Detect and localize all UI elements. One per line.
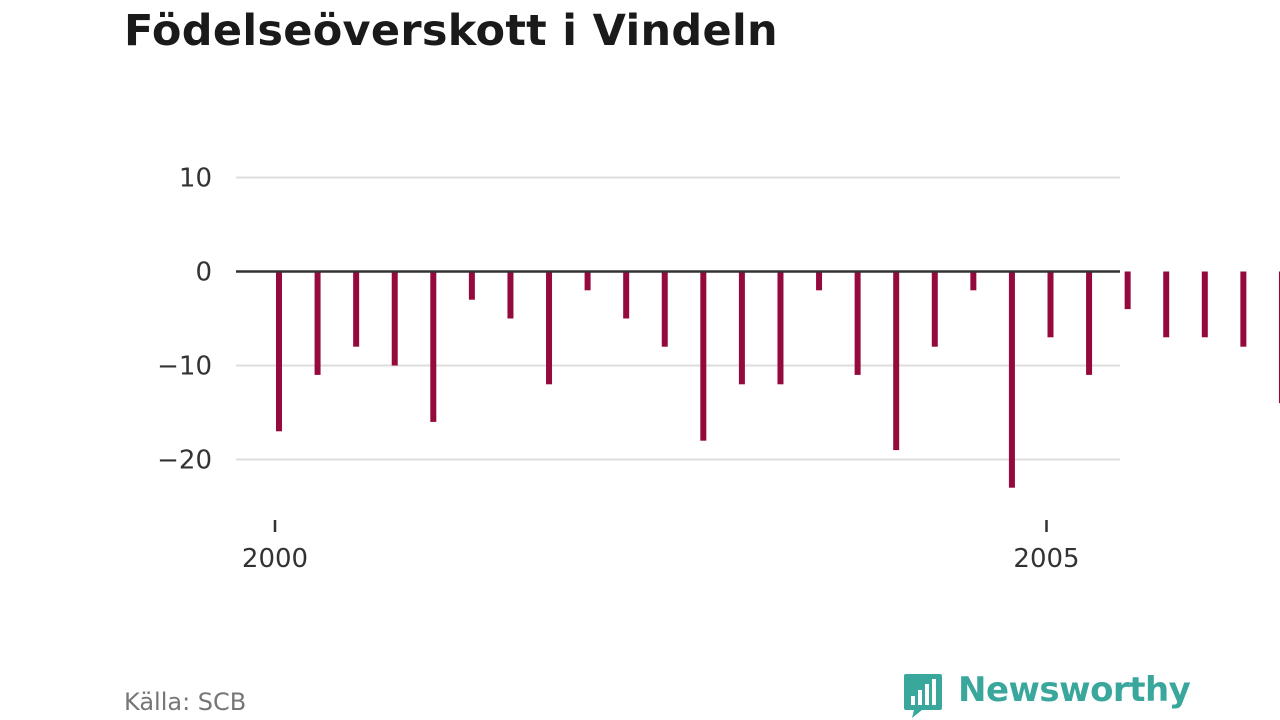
bar: [700, 271, 707, 441]
x-tick-label: 2005: [1013, 544, 1079, 574]
bar: [623, 271, 630, 319]
bar: [854, 271, 861, 375]
bar: [430, 271, 437, 422]
bar: [661, 271, 668, 347]
brand-name: Newsworthy: [958, 670, 1191, 710]
bar: [391, 271, 398, 366]
source-note: Källa: SCB: [124, 688, 247, 716]
bar: [468, 271, 475, 300]
bar: [507, 271, 514, 319]
y-tick-label: 10: [179, 164, 212, 194]
bar: [1201, 271, 1208, 338]
bar: [584, 271, 591, 291]
bar: [353, 271, 360, 347]
bar: [816, 271, 823, 291]
y-tick-label: 0: [195, 258, 212, 288]
bar: [738, 271, 745, 385]
bar: [1008, 271, 1015, 488]
y-tick-label: −20: [157, 446, 212, 476]
bar: [1124, 271, 1131, 310]
bar: [893, 271, 900, 451]
bar: [1047, 271, 1054, 338]
bar: [970, 271, 977, 291]
bar: [1278, 271, 1280, 404]
bar: [276, 271, 282, 432]
bar-chart-speech-icon: [904, 674, 942, 718]
y-tick-label: −10: [157, 352, 212, 382]
chart-title: Födelseöverskott i Vindeln: [124, 6, 778, 56]
x-tick-label: 2000: [242, 544, 308, 574]
bar: [931, 271, 938, 347]
bar: [777, 271, 784, 385]
bar: [1086, 271, 1093, 375]
bar: [1240, 271, 1247, 347]
bar: [1163, 271, 1170, 338]
bar: [546, 271, 553, 385]
bar: [314, 271, 321, 375]
